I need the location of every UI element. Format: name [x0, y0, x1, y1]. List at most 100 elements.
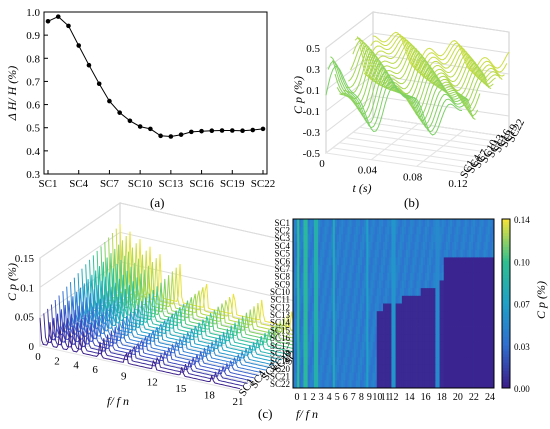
heatmap-cell — [410, 272, 413, 281]
heatmap-cell — [485, 364, 489, 374]
heatmap-cell — [391, 357, 394, 366]
heatmap-cell — [487, 288, 491, 297]
heatmap-cell — [433, 234, 436, 243]
heatmap-cell — [414, 341, 417, 350]
heatmap-cell — [311, 219, 315, 228]
heatmap-cell — [406, 318, 409, 327]
heatmap-cell — [395, 380, 399, 389]
heatmap-cell — [378, 265, 382, 274]
heatmap-cell — [347, 318, 350, 327]
heatmap-cell — [424, 288, 428, 297]
heatmap-cell — [485, 219, 489, 228]
heatmap-cell — [305, 272, 309, 281]
heatmap-cell — [336, 272, 340, 281]
heatmap-cell — [454, 219, 457, 228]
heatmap-cell — [374, 372, 378, 381]
row-label: SC15 — [270, 325, 291, 335]
heatmap-cell — [420, 311, 424, 320]
heatmap-cell — [339, 242, 342, 251]
heatmap-cell — [477, 249, 480, 258]
heatmap-cell — [345, 372, 348, 381]
heatmap-cell — [349, 226, 353, 235]
grid-line — [372, 11, 510, 33]
heatmap-cell — [353, 226, 357, 235]
colorbar-segment — [502, 272, 510, 276]
heatmap-cell — [347, 364, 350, 374]
heatmap-cell — [305, 234, 309, 243]
heatmap-cell — [475, 303, 478, 312]
heatmap-cell — [401, 318, 405, 327]
heatmap-cell — [301, 280, 304, 289]
heatmap-cell — [460, 372, 463, 381]
data-point — [250, 127, 256, 133]
heatmap-cell — [414, 326, 417, 335]
heatmap-cell — [297, 295, 300, 304]
heatmap-cell — [357, 280, 361, 289]
heatmap-cell — [293, 234, 296, 243]
heatmap-cell — [487, 380, 491, 389]
heatmap-cell — [322, 334, 325, 343]
heatmap-cell — [410, 288, 413, 297]
heatmap-cell — [376, 219, 380, 228]
heatmap-cell — [303, 249, 306, 258]
heatmap-cell — [439, 242, 443, 251]
heatmap-cell — [303, 280, 306, 289]
heatmap-cell — [422, 334, 426, 343]
heatmap-cell — [399, 280, 403, 289]
heatmap-cell — [406, 272, 409, 281]
heatmap-cell — [383, 357, 386, 366]
heatmap-cell — [443, 318, 447, 327]
heatmap-cell — [313, 249, 317, 258]
heatmap-cell — [447, 357, 451, 366]
heatmap-cell — [334, 303, 338, 312]
heatmap-cell — [429, 265, 432, 274]
heatmap-cell — [393, 242, 396, 251]
heatmap-cell — [362, 357, 365, 366]
heatmap-cell — [443, 349, 447, 358]
heatmap-cell — [393, 226, 396, 235]
heatmap-cell — [343, 226, 346, 235]
heatmap-cell — [406, 357, 409, 366]
heatmap-cell — [311, 295, 315, 304]
heatmap-cell — [383, 318, 386, 327]
floor-grid — [359, 126, 496, 148]
heatmap-cell — [395, 280, 399, 289]
heatmap-cell — [351, 364, 355, 374]
heatmap-cell — [447, 364, 451, 374]
heatmap-cell — [357, 257, 361, 266]
heatmap-cell — [383, 242, 386, 251]
heatmap-cell — [376, 226, 380, 235]
heatmap-cell — [489, 219, 493, 228]
heatmap-cell — [362, 226, 365, 235]
heatmap-cell — [416, 295, 420, 304]
colorbar-segment — [502, 289, 510, 293]
heatmap-cell — [468, 219, 472, 228]
heatmap-cell — [401, 234, 405, 243]
heatmap-cell — [422, 226, 426, 235]
heatmap-cell — [324, 334, 327, 343]
heatmap-cell — [397, 326, 401, 335]
heatmap-cell — [345, 257, 348, 266]
heatmap-cell — [414, 249, 417, 258]
heatmap-cell — [477, 380, 480, 389]
grid-line — [119, 231, 321, 278]
heatmap-cell — [468, 303, 472, 312]
colorbar-segment — [502, 385, 510, 389]
colorbar-segment — [502, 235, 510, 240]
heatmap-cell — [406, 380, 409, 389]
heatmap-cell — [491, 357, 495, 366]
heatmap-cell — [341, 311, 344, 320]
heatmap-cell — [336, 326, 340, 335]
heatmap-cell — [332, 265, 336, 274]
heatmap-cell — [339, 249, 342, 258]
x-tick-label: 0 — [295, 392, 300, 403]
heatmap-cell — [387, 372, 390, 381]
heatmap-cell — [466, 226, 470, 235]
heatmap-cell — [454, 265, 457, 274]
heatmap-cell — [433, 303, 436, 312]
heatmap-cell — [309, 280, 313, 289]
heatmap-cell — [330, 349, 334, 358]
series-line — [325, 65, 463, 136]
heatmap-cell — [301, 341, 304, 350]
heatmap-cell — [349, 349, 353, 358]
